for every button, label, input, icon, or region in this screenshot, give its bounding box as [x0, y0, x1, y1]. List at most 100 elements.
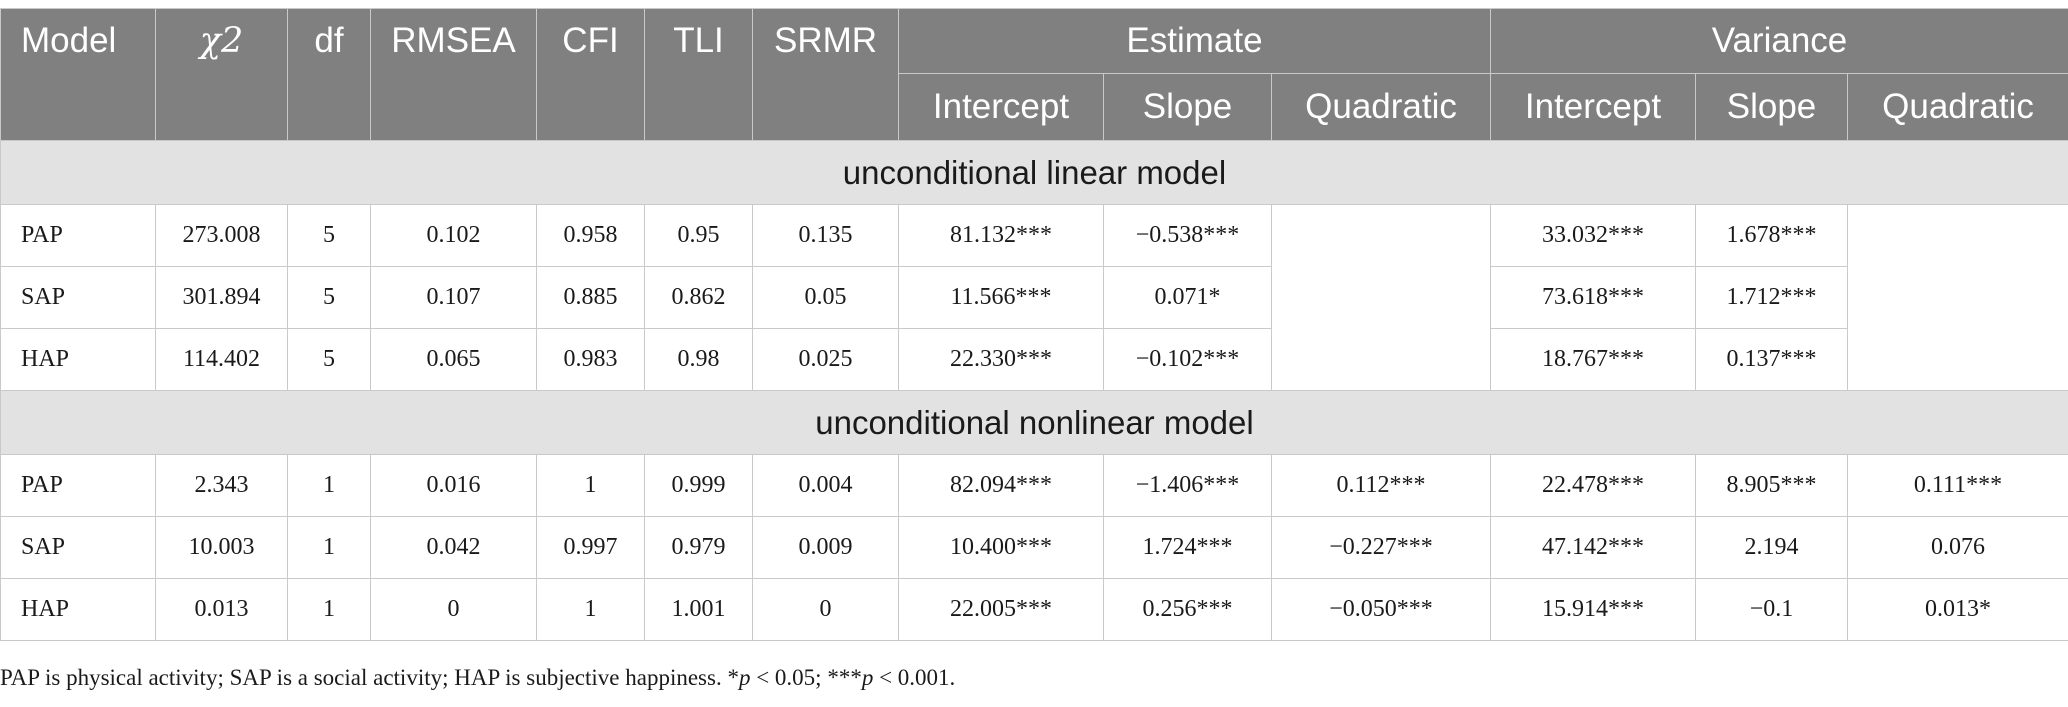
cell-srmr: 0 — [752, 578, 899, 641]
cell-est-quadratic: −0.050*** — [1271, 578, 1491, 641]
cell-rmsea: 0.107 — [370, 266, 537, 329]
cell-model: HAP — [0, 578, 156, 641]
cell-chi2: 2.343 — [155, 454, 288, 517]
footnote-text-2: < 0.05; *** — [750, 665, 862, 690]
fit-table-container: Model χ2 df RMSEA CFI TLI SRMR Estimate … — [0, 8, 2068, 641]
cell-tli: 0.979 — [644, 516, 753, 579]
section-title-linear: unconditional linear model — [0, 140, 2068, 205]
cell-est-quadratic-empty — [1271, 204, 1491, 391]
footnote-p-1: p — [738, 665, 751, 690]
header-variance-slope: Slope — [1695, 73, 1848, 141]
cell-est-quadratic: 0.112*** — [1271, 454, 1491, 517]
cell-chi2: 10.003 — [155, 516, 288, 579]
cell-var-intercept: 47.142*** — [1490, 516, 1696, 579]
header-srmr: SRMR — [752, 8, 899, 141]
section-title-nonlinear: unconditional nonlinear model — [0, 390, 2068, 455]
cell-df: 5 — [287, 204, 371, 267]
header-tli: TLI — [644, 8, 753, 141]
cell-chi2: 0.013 — [155, 578, 288, 641]
header-cfi: CFI — [536, 8, 645, 141]
cell-srmr: 0.05 — [752, 266, 899, 329]
footnote-text-3: < 0.001. — [873, 665, 956, 690]
cell-srmr: 0.009 — [752, 516, 899, 579]
header-variance-intercept: Intercept — [1490, 73, 1696, 141]
cell-rmsea: 0.042 — [370, 516, 537, 579]
header-estimate-slope: Slope — [1103, 73, 1272, 141]
cell-var-intercept: 22.478*** — [1490, 454, 1696, 517]
cell-est-slope: −0.538*** — [1103, 204, 1272, 267]
cell-var-quadratic-empty — [1847, 204, 2068, 391]
cell-var-intercept: 15.914*** — [1490, 578, 1696, 641]
cell-df: 1 — [287, 578, 371, 641]
cell-var-slope: 0.137*** — [1695, 328, 1848, 391]
cell-tli: 0.999 — [644, 454, 753, 517]
cell-tli: 0.95 — [644, 204, 753, 267]
cell-var-quadratic: 0.076 — [1847, 516, 2068, 579]
cell-chi2: 273.008 — [155, 204, 288, 267]
cell-cfi: 1 — [536, 578, 645, 641]
cell-est-intercept: 82.094*** — [898, 454, 1104, 517]
cell-cfi: 0.885 — [536, 266, 645, 329]
cell-tli: 1.001 — [644, 578, 753, 641]
cell-df: 5 — [287, 266, 371, 329]
header-estimate-quadratic: Quadratic — [1271, 73, 1491, 141]
cell-rmsea: 0 — [370, 578, 537, 641]
footnote-text-1: PAP is physical activity; SAP is a socia… — [0, 665, 739, 690]
cell-tli: 0.98 — [644, 328, 753, 391]
cell-est-intercept: 11.566*** — [898, 266, 1104, 329]
cell-rmsea: 0.065 — [370, 328, 537, 391]
cell-est-intercept: 22.005*** — [898, 578, 1104, 641]
header-chi2: χ2 — [155, 8, 288, 141]
header-rmsea: RMSEA — [370, 8, 537, 141]
cell-model: HAP — [0, 328, 156, 391]
cell-var-intercept: 73.618*** — [1490, 266, 1696, 329]
cell-chi2: 301.894 — [155, 266, 288, 329]
cell-model: SAP — [0, 266, 156, 329]
cell-var-slope: −0.1 — [1695, 578, 1848, 641]
header-estimate-intercept: Intercept — [898, 73, 1104, 141]
footnote-p-2: p — [861, 665, 874, 690]
table-row: PAP 273.008 5 0.102 0.958 0.95 0.135 81.… — [0, 204, 2068, 391]
cell-est-slope: −0.102*** — [1103, 328, 1272, 391]
cell-est-slope: 0.256*** — [1103, 578, 1272, 641]
cell-est-intercept: 22.330*** — [898, 328, 1104, 391]
cell-cfi: 1 — [536, 454, 645, 517]
cell-est-slope: −1.406*** — [1103, 454, 1272, 517]
cell-var-slope: 2.194 — [1695, 516, 1848, 579]
cell-tli: 0.862 — [644, 266, 753, 329]
header-variance-quadratic: Quadratic — [1847, 73, 2068, 141]
cell-var-slope: 1.712*** — [1695, 266, 1848, 329]
cell-model: PAP — [0, 454, 156, 517]
cell-cfi: 0.997 — [536, 516, 645, 579]
table-footnote: PAP is physical activity; SAP is a socia… — [0, 665, 955, 691]
cell-rmsea: 0.102 — [370, 204, 537, 267]
cell-var-quadratic: 0.111*** — [1847, 454, 2068, 517]
cell-var-slope: 8.905*** — [1695, 454, 1848, 517]
cell-model: SAP — [0, 516, 156, 579]
cell-est-intercept: 10.400*** — [898, 516, 1104, 579]
header-variance-group: Variance — [1490, 8, 2068, 74]
cell-df: 5 — [287, 328, 371, 391]
cell-var-intercept: 18.767*** — [1490, 328, 1696, 391]
table-row: SAP 301.894 5 0.107 0.885 0.862 0.05 11.… — [0, 266, 2068, 329]
cell-var-intercept: 33.032*** — [1490, 204, 1696, 267]
cell-var-quadratic: 0.013* — [1847, 578, 2068, 641]
cell-df: 1 — [287, 516, 371, 579]
table-row: PAP 2.343 1 0.016 1 0.999 0.004 82.094**… — [0, 454, 2068, 517]
cell-est-intercept: 81.132*** — [898, 204, 1104, 267]
cell-df: 1 — [287, 454, 371, 517]
model-fit-table: Model χ2 df RMSEA CFI TLI SRMR Estimate … — [0, 8, 2068, 641]
table-row: HAP 0.013 1 0 1 1.001 0 22.005*** 0.256*… — [0, 578, 2068, 641]
cell-srmr: 0.135 — [752, 204, 899, 267]
cell-var-slope: 1.678*** — [1695, 204, 1848, 267]
cell-cfi: 0.958 — [536, 204, 645, 267]
header-estimate-group: Estimate — [898, 8, 1491, 74]
header-df: df — [287, 8, 371, 141]
cell-chi2: 114.402 — [155, 328, 288, 391]
header-model: Model — [0, 8, 156, 141]
cell-est-slope: 1.724*** — [1103, 516, 1272, 579]
cell-model: PAP — [0, 204, 156, 267]
cell-est-slope: 0.071* — [1103, 266, 1272, 329]
cell-est-quadratic: −0.227*** — [1271, 516, 1491, 579]
cell-rmsea: 0.016 — [370, 454, 537, 517]
